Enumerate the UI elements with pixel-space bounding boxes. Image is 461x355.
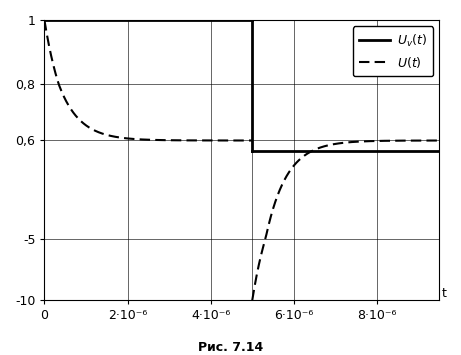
$U(t)$ [121,136,127,140]
$U_v(t)$ [249,18,255,22]
Line: $U(t)$: $U(t)$ [44,20,252,141]
Legend: $U_v(t)$, $U(t)$: $U_v(t)$, $U(t)$ [353,26,433,76]
$U(t)$ [245,138,251,143]
$U(t)$ [41,18,47,22]
$U(t)$ [130,137,136,141]
Text: Рис. 7.14: Рис. 7.14 [198,342,263,354]
$U(t)$ [78,119,83,123]
$U(t)$ [249,138,255,143]
$U(t)$ [223,138,229,143]
$U_v(t)$ [41,18,47,22]
$U(t)$ [65,103,71,107]
Text: t: t [441,287,446,300]
